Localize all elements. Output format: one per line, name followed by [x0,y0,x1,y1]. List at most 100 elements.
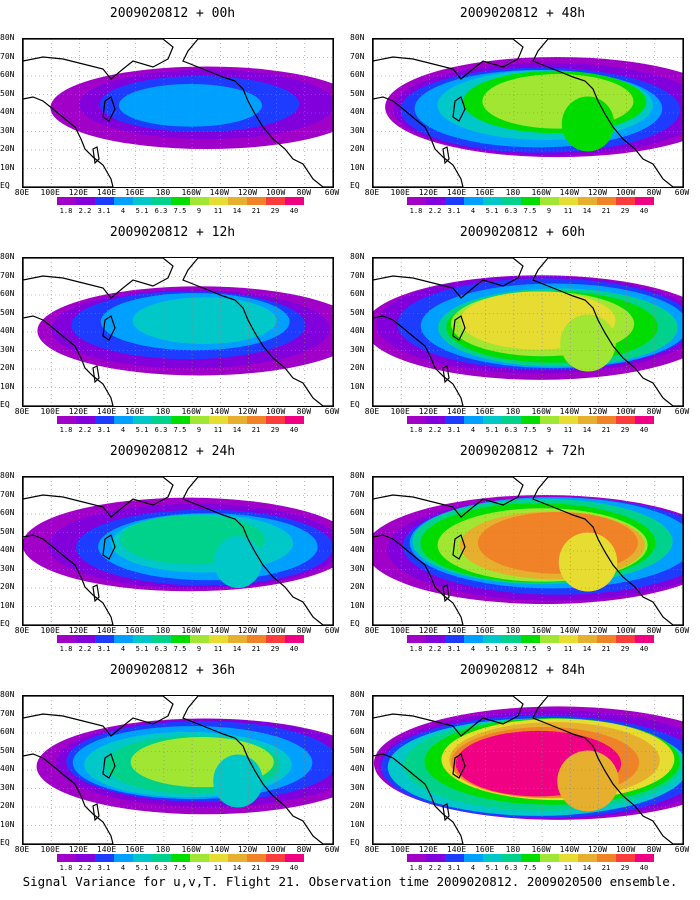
latitude-label: 50N [350,526,365,536]
colorbar-swatch [521,416,540,424]
latitude-label: EQ [0,619,10,628]
longitude-label: 60W [324,188,340,197]
colorbar-label: 14 [582,864,592,872]
colorbar-label: 11 [213,207,223,215]
latitude-label: EQ [350,619,360,628]
colorbar-label: 9 [546,645,552,653]
longitude-label: 160E [475,845,495,854]
map-plot-area [372,695,684,845]
panel-title: 2009020812 + 12h [109,225,236,240]
colorbar-label: 3.1 [97,207,111,215]
latitude-label: 20N [350,144,365,153]
coastline [23,477,114,625]
colorbar-label: 29 [620,645,630,653]
colorbar-swatch [114,635,133,643]
latitude-label: 10N [350,819,365,829]
colorbar-swatch [152,854,171,862]
latitude-label: 40N [350,107,365,116]
coastline [532,696,683,844]
colorbar-label: 9 [196,207,202,215]
longitude-label: 140W [209,188,229,197]
longitude-label: 80E [364,188,380,197]
colorbar-label: 3.1 [447,207,461,215]
signal-variance-map [23,477,333,625]
signal-variance-map [23,258,333,406]
latitude-label: 20N [350,363,365,372]
colorbar-labels: 1.8 2.2 3.1 4 5.1 6.3 7.5 9 11 14 21 29 40 [57,864,317,874]
longitude-label: 80E [364,626,380,635]
colorbar-swatch [521,854,540,862]
colorbar-swatch [76,197,95,205]
coastline [182,39,333,187]
latitude-label: 10N [350,381,365,391]
longitude-label: 80W [296,407,312,416]
colorbar-swatch [426,416,445,424]
coastline [532,477,683,625]
longitude-label: 100E [40,407,60,416]
latitude-label: 60N [350,727,365,736]
longitude-label: 100W [615,407,636,416]
colorbar-swatch [464,197,483,205]
colorbar-swatch [540,416,559,424]
coastline [23,696,174,737]
longitude-label: 160E [125,626,145,635]
coastline [373,477,524,518]
signal-variance-map [373,696,683,844]
colorbar-label: 1.8 [59,645,73,653]
longitude-label: 180 [505,626,521,635]
map-plot-area [22,257,334,407]
colorbar-swatch [190,635,209,643]
longitude-label: 120W [237,845,258,854]
latitude-label: 80N [0,471,15,480]
colorbar-label: 4 [120,426,126,434]
latitude-label: 50N [0,526,15,536]
colorbar-swatch [171,854,190,862]
colorbar-swatch [540,635,559,643]
colorbar-label: 3.1 [97,645,111,653]
colorbar-label: 40 [289,426,299,434]
colorbar-swatch [133,854,152,862]
coastline [102,753,116,779]
latitude-label: 70N [350,489,365,499]
latitude-label: 40N [0,545,15,554]
coastline [92,365,100,384]
colorbar-label: 6.3 [504,207,518,215]
variance-contour [214,536,262,588]
colorbar-label: 6.3 [504,645,518,653]
longitude-label: 160E [475,626,495,635]
longitude-label: 140E [96,407,117,416]
colorbar-swatch [228,197,247,205]
latitude-label: 10N [0,600,15,610]
colorbar-swatch [464,635,483,643]
colorbar-swatch [464,854,483,862]
colorbar-label: 2.2 [78,426,92,434]
coastline [23,39,114,187]
longitude-label: 140E [446,188,467,197]
colorbar-swatch [464,416,483,424]
colorbar-swatch [616,854,635,862]
colorbar-label: 40 [289,645,299,653]
colorbar-label: 11 [563,426,573,434]
coastline [373,39,464,187]
latitude-label: 50N [0,88,15,98]
colorbar-label: 1.8 [59,864,73,872]
colorbar-label: 7.5 [523,864,537,872]
colorbar-labels: 1.8 2.2 3.1 4 5.1 6.3 7.5 9 11 14 21 29 40 [57,207,317,217]
colorbar-swatch [228,854,247,862]
longitude-label: 60W [674,626,690,635]
latitude-label: 60N [0,70,15,79]
coastline [182,696,333,844]
colorbar [407,416,654,424]
colorbar-swatch [521,635,540,643]
colorbar-label: 5.1 [485,645,499,653]
latitude-label: EQ [350,181,360,190]
colorbar-swatch [635,635,654,643]
latitude-label: 30N [0,125,15,135]
longitude-label: 120W [237,188,258,197]
colorbar-swatch [133,416,152,424]
colorbar-label: 7.5 [173,864,187,872]
colorbar-labels: 1.8 2.2 3.1 4 5.1 6.3 7.5 9 11 14 21 29 40 [407,426,667,436]
colorbar-labels: 1.8 2.2 3.1 4 5.1 6.3 7.5 9 11 14 21 29 40 [57,426,317,436]
colorbar-swatch [540,197,559,205]
map-panel: 2009020812 + 84h 80N 70N 60N 50N 40N 30N 20N 10N… [350,657,695,877]
